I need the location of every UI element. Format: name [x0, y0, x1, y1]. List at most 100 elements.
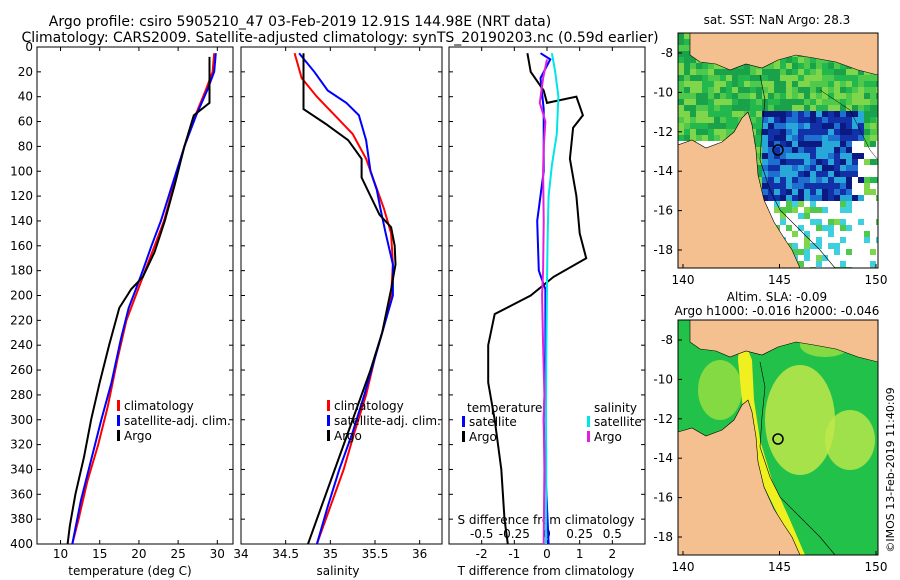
sst-land-australia [678, 111, 801, 268]
sst-pixel [798, 171, 804, 177]
sst-pixel [768, 195, 774, 201]
sla-high-anomaly [825, 410, 875, 470]
sst-pixel [810, 177, 816, 183]
sst-pixel [690, 129, 696, 135]
sst-pixel [852, 99, 858, 105]
sst-pixel [798, 111, 804, 117]
sst-pixel [822, 87, 828, 93]
sst-pixel [840, 63, 846, 69]
sst-pixel [804, 141, 810, 147]
sst-pixel [732, 99, 738, 105]
sst-pixel [750, 99, 756, 105]
depth-tick-label: 280 [10, 388, 33, 402]
sst-pixel [858, 195, 864, 201]
sst-pixel [804, 105, 810, 111]
sst-pixel [876, 105, 878, 111]
sst-pixel [798, 69, 804, 75]
sst-pixel [846, 153, 852, 159]
sla-high-anomaly [698, 360, 742, 420]
sst-pixel [732, 69, 738, 75]
sst-pixel [786, 75, 792, 81]
x-tick-label: 34 [233, 547, 248, 561]
sst-pixel [702, 87, 708, 93]
sst-pixel [846, 201, 852, 207]
sst-pixel [828, 177, 834, 183]
sst-pixel [678, 39, 684, 45]
sst-pixel [792, 75, 798, 81]
sst-pixel [702, 135, 708, 141]
sst-pixel [774, 135, 780, 141]
sst-pixel [804, 57, 810, 63]
sst-pixel [708, 135, 714, 141]
sst-pixel [816, 99, 822, 105]
sst-pixel [846, 165, 852, 171]
sst-pixel [762, 129, 768, 135]
sst-pixel [876, 159, 878, 165]
sst-pixel [792, 99, 798, 105]
sst-pixel [834, 165, 840, 171]
sst-pixel [876, 123, 878, 129]
sst-pixel [810, 135, 816, 141]
sst-pixel [756, 111, 762, 117]
sst-pixel [780, 189, 786, 195]
sst-pixel [792, 81, 798, 87]
sst-pixel [684, 75, 690, 81]
sst-pixel [864, 105, 870, 111]
legend-label-argo: Argo [124, 429, 152, 443]
sst-pixel [816, 147, 822, 153]
sst-pixel [840, 117, 846, 123]
sst-pixel [804, 93, 810, 99]
sst-pixel [708, 69, 714, 75]
sst-pixel [702, 129, 708, 135]
x-tick-label: 15 [92, 547, 107, 561]
sst-pixel [684, 117, 690, 123]
sst-pixel [876, 219, 878, 225]
sst-pixel [810, 141, 816, 147]
map-lat-label: -18 [653, 243, 673, 257]
depth-tick-label: 120 [10, 189, 33, 203]
sst-pixel [690, 111, 696, 117]
legend-label-argo: Argo [334, 429, 362, 443]
sst-pixel [768, 159, 774, 165]
sst-pixel [702, 81, 708, 87]
sst-pixel [822, 135, 828, 141]
sst-pixel [810, 117, 816, 123]
sst-pixel [834, 111, 840, 117]
sst-pixel [852, 171, 858, 177]
sst-pixel [834, 159, 840, 165]
sst-pixel [864, 177, 870, 183]
sst-pixel [840, 153, 846, 159]
sst-pixel [792, 171, 798, 177]
sst-pixel [762, 153, 768, 159]
sst-pixel [840, 159, 846, 165]
sst-pixel [678, 135, 684, 141]
map-lat-label: -16 [653, 204, 673, 218]
sst-pixel [846, 159, 852, 165]
sst-pixel [804, 87, 810, 93]
map-lat-label: -8 [661, 333, 673, 347]
sst-pixel [714, 105, 720, 111]
sst-pixel [840, 207, 846, 213]
sst-pixel [762, 141, 768, 147]
map-lon-label: 140 [672, 273, 695, 287]
map-lat-label: -12 [653, 412, 673, 426]
legend-swatch-argo [327, 430, 330, 441]
sst-pixel [804, 147, 810, 153]
sst-pixel [762, 147, 768, 153]
sst-pixel [678, 99, 684, 105]
sst-pixel [834, 63, 840, 69]
sst-pixel [684, 87, 690, 93]
sst-pixel [786, 171, 792, 177]
sst-pixel [774, 177, 780, 183]
sst-pixel [786, 225, 792, 231]
sst-pixel [876, 75, 878, 81]
sst-pixel [792, 69, 798, 75]
sst-pixel [762, 177, 768, 183]
sst-pixel [696, 105, 702, 111]
sst-pixel [840, 141, 846, 147]
depth-tick-label: 260 [10, 363, 33, 377]
sst-pixel [828, 69, 834, 75]
map-lat-label: -16 [653, 491, 673, 505]
sst-pixel [876, 111, 878, 117]
depth-tick-label: 160 [10, 239, 33, 253]
